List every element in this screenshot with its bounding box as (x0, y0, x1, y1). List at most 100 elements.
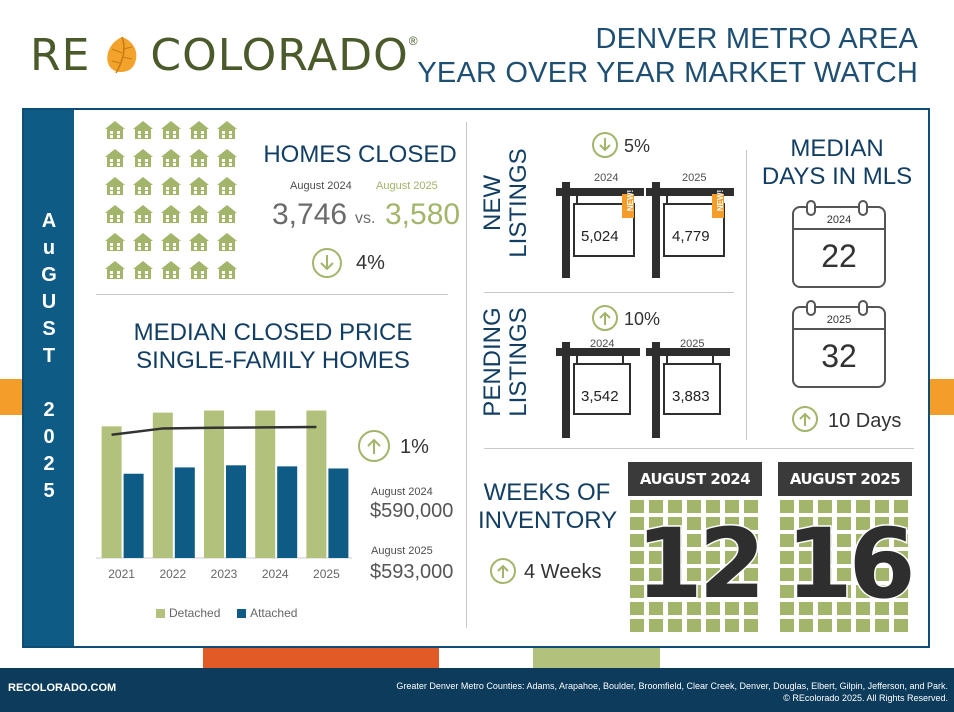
sidebar-letter: S (42, 318, 56, 340)
week-cell (780, 517, 794, 530)
weeks-header-2025: AUGUST 2025 (778, 462, 912, 496)
x-tick-label: 2021 (108, 567, 135, 581)
x-tick-label: 2022 (159, 567, 186, 581)
bar-attached (123, 473, 144, 558)
bar-attached (328, 468, 349, 558)
legend-label-attached: Attached (250, 606, 298, 620)
week-cell (725, 534, 739, 547)
week-cell (725, 551, 739, 564)
week-cell (837, 568, 851, 581)
week-cell (856, 551, 870, 564)
weeks-value-2025: 16 (785, 507, 918, 622)
week-cell (706, 619, 720, 632)
sidebar-letter: 2 (43, 453, 55, 475)
week-cell (706, 585, 720, 598)
logo-re-text: RE (30, 29, 91, 81)
calendar-ring-icon (858, 300, 868, 316)
week-cell (818, 534, 832, 547)
pending-listings-title-line1: PENDING (479, 307, 506, 417)
weeks-title-line2: INVENTORY (478, 507, 618, 534)
week-cell (744, 602, 758, 615)
week-cell (706, 568, 720, 581)
median-price-title-line1: MEDIAN CLOSED PRICE (133, 319, 413, 346)
week-cell (818, 517, 832, 530)
week-cell (630, 568, 644, 581)
week-cell (894, 534, 908, 547)
week-cell (668, 602, 682, 615)
listings-divider (484, 292, 734, 293)
week-cell (687, 602, 701, 615)
house-icon (189, 261, 209, 279)
logo-registered-mark: ® (408, 34, 418, 48)
house-icon (217, 233, 237, 251)
down-arrow-icon (312, 248, 342, 278)
week-cell (856, 619, 870, 632)
week-cell (780, 568, 794, 581)
house-icon (161, 149, 181, 167)
footer-note: Greater Denver Metro Counties: Adams, Ar… (396, 680, 948, 704)
week-cell (687, 534, 701, 547)
week-cell (875, 568, 889, 581)
week-cell (799, 619, 813, 632)
week-cell (744, 585, 758, 598)
week-cell (780, 551, 794, 564)
calendar-2025-value: 32 (821, 338, 857, 374)
calendar-2025: 2025 32 (792, 306, 886, 388)
week-cell (856, 534, 870, 547)
bar-detached (152, 412, 173, 558)
house-icon (105, 205, 125, 223)
week-cell (630, 517, 644, 530)
week-cell (894, 568, 908, 581)
footer-green-accent (533, 648, 660, 668)
house-icon (217, 149, 237, 167)
center-divider (466, 122, 467, 628)
week-cell (630, 534, 644, 547)
sidebar-letter: 0 (43, 426, 55, 448)
week-cell (780, 500, 794, 513)
new-listings-change: 5% (624, 136, 651, 156)
week-cell (668, 517, 682, 530)
week-cell (725, 500, 739, 513)
left-orange-accent (0, 379, 22, 415)
weeks-change: 4 Weeks (524, 561, 602, 583)
week-cell (744, 568, 758, 581)
recolorado-logo: RE COLORADO ® (30, 20, 418, 90)
week-cell (799, 517, 813, 530)
right-orange-accent (930, 379, 954, 415)
sidebar-letter: 2 (43, 399, 55, 421)
calendar-ring-icon (806, 300, 816, 316)
house-icon (133, 177, 153, 195)
new-listings-down-arrow-icon (592, 132, 618, 158)
week-cell (818, 602, 832, 615)
header-title-line2: YEAR OVER YEAR MARKET WATCH (417, 57, 918, 89)
bar-detached (306, 410, 327, 558)
pending-listings-value-2024: 3,542 (581, 388, 619, 405)
week-cell (818, 585, 832, 598)
homes-closed-title: HOMES CLOSED (263, 141, 457, 168)
calendar-ring-icon (806, 200, 816, 216)
week-cell (630, 585, 644, 598)
week-cell (668, 619, 682, 632)
calendar-ring-icon (858, 200, 868, 216)
week-cell (894, 517, 908, 530)
week-cell (837, 517, 851, 530)
week-cell (687, 500, 701, 513)
house-icon (133, 121, 153, 139)
week-cell (780, 602, 794, 615)
new-listings-year-2025: 2025 (682, 172, 707, 184)
week-cell (856, 602, 870, 615)
week-cell (744, 551, 758, 564)
house-icon (189, 233, 209, 251)
bar-attached (174, 467, 195, 558)
week-cell (837, 585, 851, 598)
footer-url-link[interactable]: RECOLORADO.COM (8, 682, 117, 694)
house-icon (105, 121, 125, 139)
house-icon (133, 149, 153, 167)
days-mls-title-line1: MEDIAN (790, 135, 884, 162)
new-listings-title: NEW LISTINGS (479, 148, 540, 258)
logo-colorado-text: COLORADO (150, 29, 409, 81)
week-cell (818, 619, 832, 632)
week-cell (875, 517, 889, 530)
week-cell (875, 534, 889, 547)
house-icon (161, 261, 181, 279)
